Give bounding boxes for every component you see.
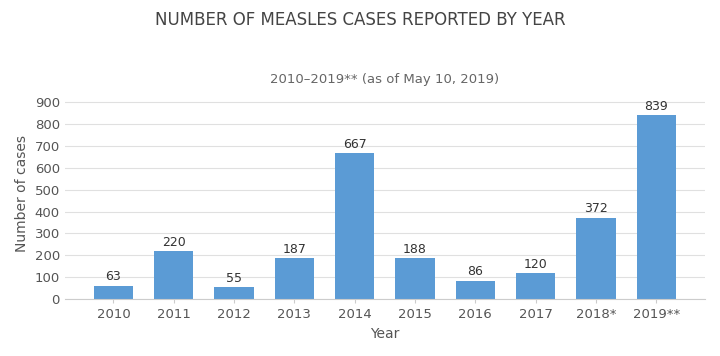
Text: 839: 839	[644, 100, 668, 113]
Text: 188: 188	[403, 243, 427, 256]
X-axis label: Year: Year	[370, 327, 400, 341]
Bar	[94, 286, 133, 299]
Bar	[335, 153, 374, 299]
Text: 86: 86	[467, 265, 483, 278]
Bar	[456, 281, 495, 299]
Text: 120: 120	[523, 258, 547, 271]
Bar	[395, 258, 435, 299]
Text: 187: 187	[282, 243, 306, 256]
Bar	[577, 218, 616, 299]
Text: 63: 63	[106, 270, 121, 283]
Text: NUMBER OF MEASLES CASES REPORTED BY YEAR: NUMBER OF MEASLES CASES REPORTED BY YEAR	[155, 11, 565, 29]
Title: 2010–2019** (as of May 10, 2019): 2010–2019** (as of May 10, 2019)	[270, 73, 500, 86]
Bar	[636, 115, 676, 299]
Text: 372: 372	[584, 203, 608, 215]
Bar	[215, 287, 253, 299]
Bar	[275, 258, 314, 299]
Text: 55: 55	[226, 272, 242, 285]
Bar	[154, 251, 193, 299]
Bar	[516, 273, 555, 299]
Y-axis label: Number of cases: Number of cases	[15, 135, 29, 252]
Text: 220: 220	[162, 236, 186, 249]
Text: 667: 667	[343, 138, 366, 151]
